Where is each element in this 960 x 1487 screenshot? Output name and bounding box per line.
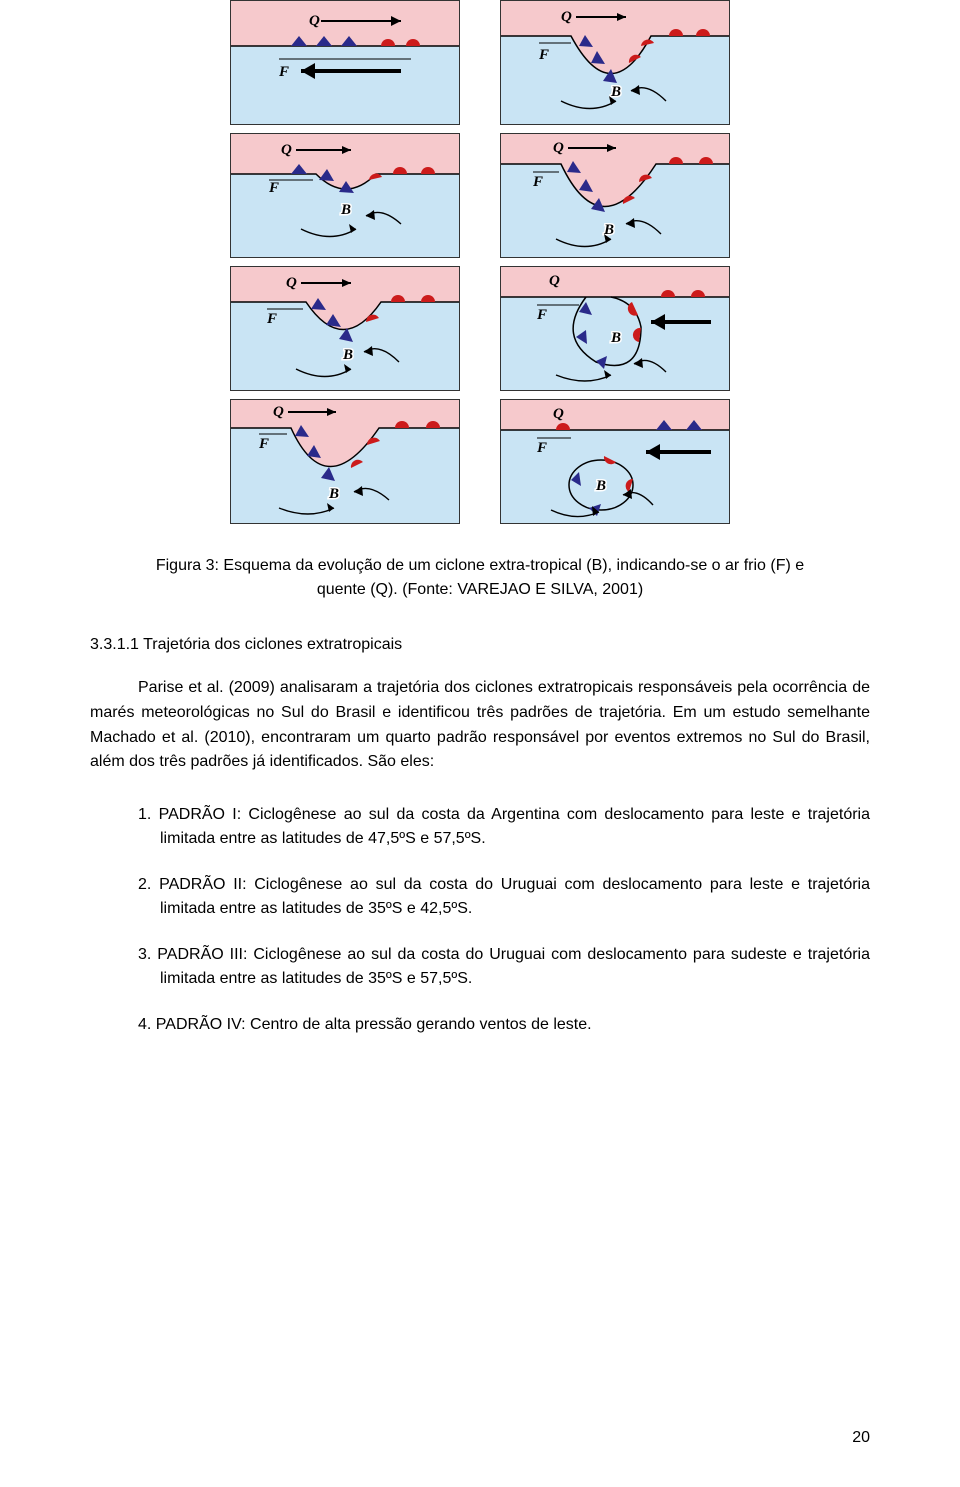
svg-text:Q: Q [553,140,564,156]
figure-diagram-block: Q F Q [90,0,870,524]
figure-caption: Figura 3: Esquema da evolução de um cicl… [90,554,870,602]
svg-text:F: F [538,47,549,63]
list-num: 1. [138,806,151,823]
panel-4: Q F B B [230,399,460,524]
svg-text:Q: Q [561,9,572,25]
svg-text:B: B [340,202,351,218]
svg-text:Q: Q [281,142,292,158]
body-paragraph: Parise et al. (2009) analisaram a trajet… [90,676,870,775]
list-num: 2. [138,876,151,893]
panel-8: Q F B B [500,399,730,524]
list-text: PADRÃO III: Ciclogênese ao sul da costa … [157,946,870,987]
caption-line-2: quente (Q). (Fonte: VAREJAO E SILVA, 200… [317,581,643,598]
page-number: 20 [852,1429,870,1447]
svg-text:Q: Q [553,406,564,422]
svg-text:Q: Q [549,273,560,289]
svg-text:Q: Q [273,404,284,420]
list-num: 4. [138,1016,151,1033]
panel-1: Q F [230,0,460,125]
svg-text:Q: Q [309,13,320,29]
patterns-list: 1. PADRÃO I: Ciclogênese ao sul da costa… [90,803,870,1037]
svg-text:B: B [328,486,339,502]
section-heading: 3.3.1.1 Trajetória dos ciclones extratro… [90,636,870,654]
panel-7: Q F B B [500,266,730,391]
svg-text:F: F [266,311,277,327]
list-item: 4. PADRÃO IV: Centro de alta pressão ger… [138,1013,870,1037]
svg-text:B: B [610,84,621,100]
panel-6: Q F B B [500,133,730,258]
list-item: 2. PADRÃO II: Ciclogênese ao sul da cost… [138,873,870,921]
svg-text:B: B [595,478,606,494]
list-item: 3. PADRÃO III: Ciclogênese ao sul da cos… [138,943,870,991]
svg-text:F: F [532,174,543,190]
list-num: 3. [138,946,151,963]
list-text: PADRÃO I: Ciclogênese ao sul da costa da… [159,806,870,847]
svg-text:Q: Q [286,275,297,291]
list-text: PADRÃO IV: Centro de alta pressão gerand… [156,1016,592,1033]
svg-text:F: F [536,440,547,456]
svg-text:B: B [342,347,353,363]
panel-3: Q F B B [230,266,460,391]
svg-text:F: F [258,436,269,452]
svg-text:F: F [278,64,289,80]
caption-line-1: Figura 3: Esquema da evolução de um cicl… [156,557,804,574]
svg-text:B: B [610,330,621,346]
list-text: PADRÃO II: Ciclogênese ao sul da costa d… [159,876,870,917]
cyclone-panels-grid: Q F Q [230,0,730,524]
svg-text:F: F [536,307,547,323]
svg-text:F: F [268,180,279,196]
panel-2: Q F B B [230,133,460,258]
list-item: 1. PADRÃO I: Ciclogênese ao sul da costa… [138,803,870,851]
panel-5: Q F B B [500,0,730,125]
